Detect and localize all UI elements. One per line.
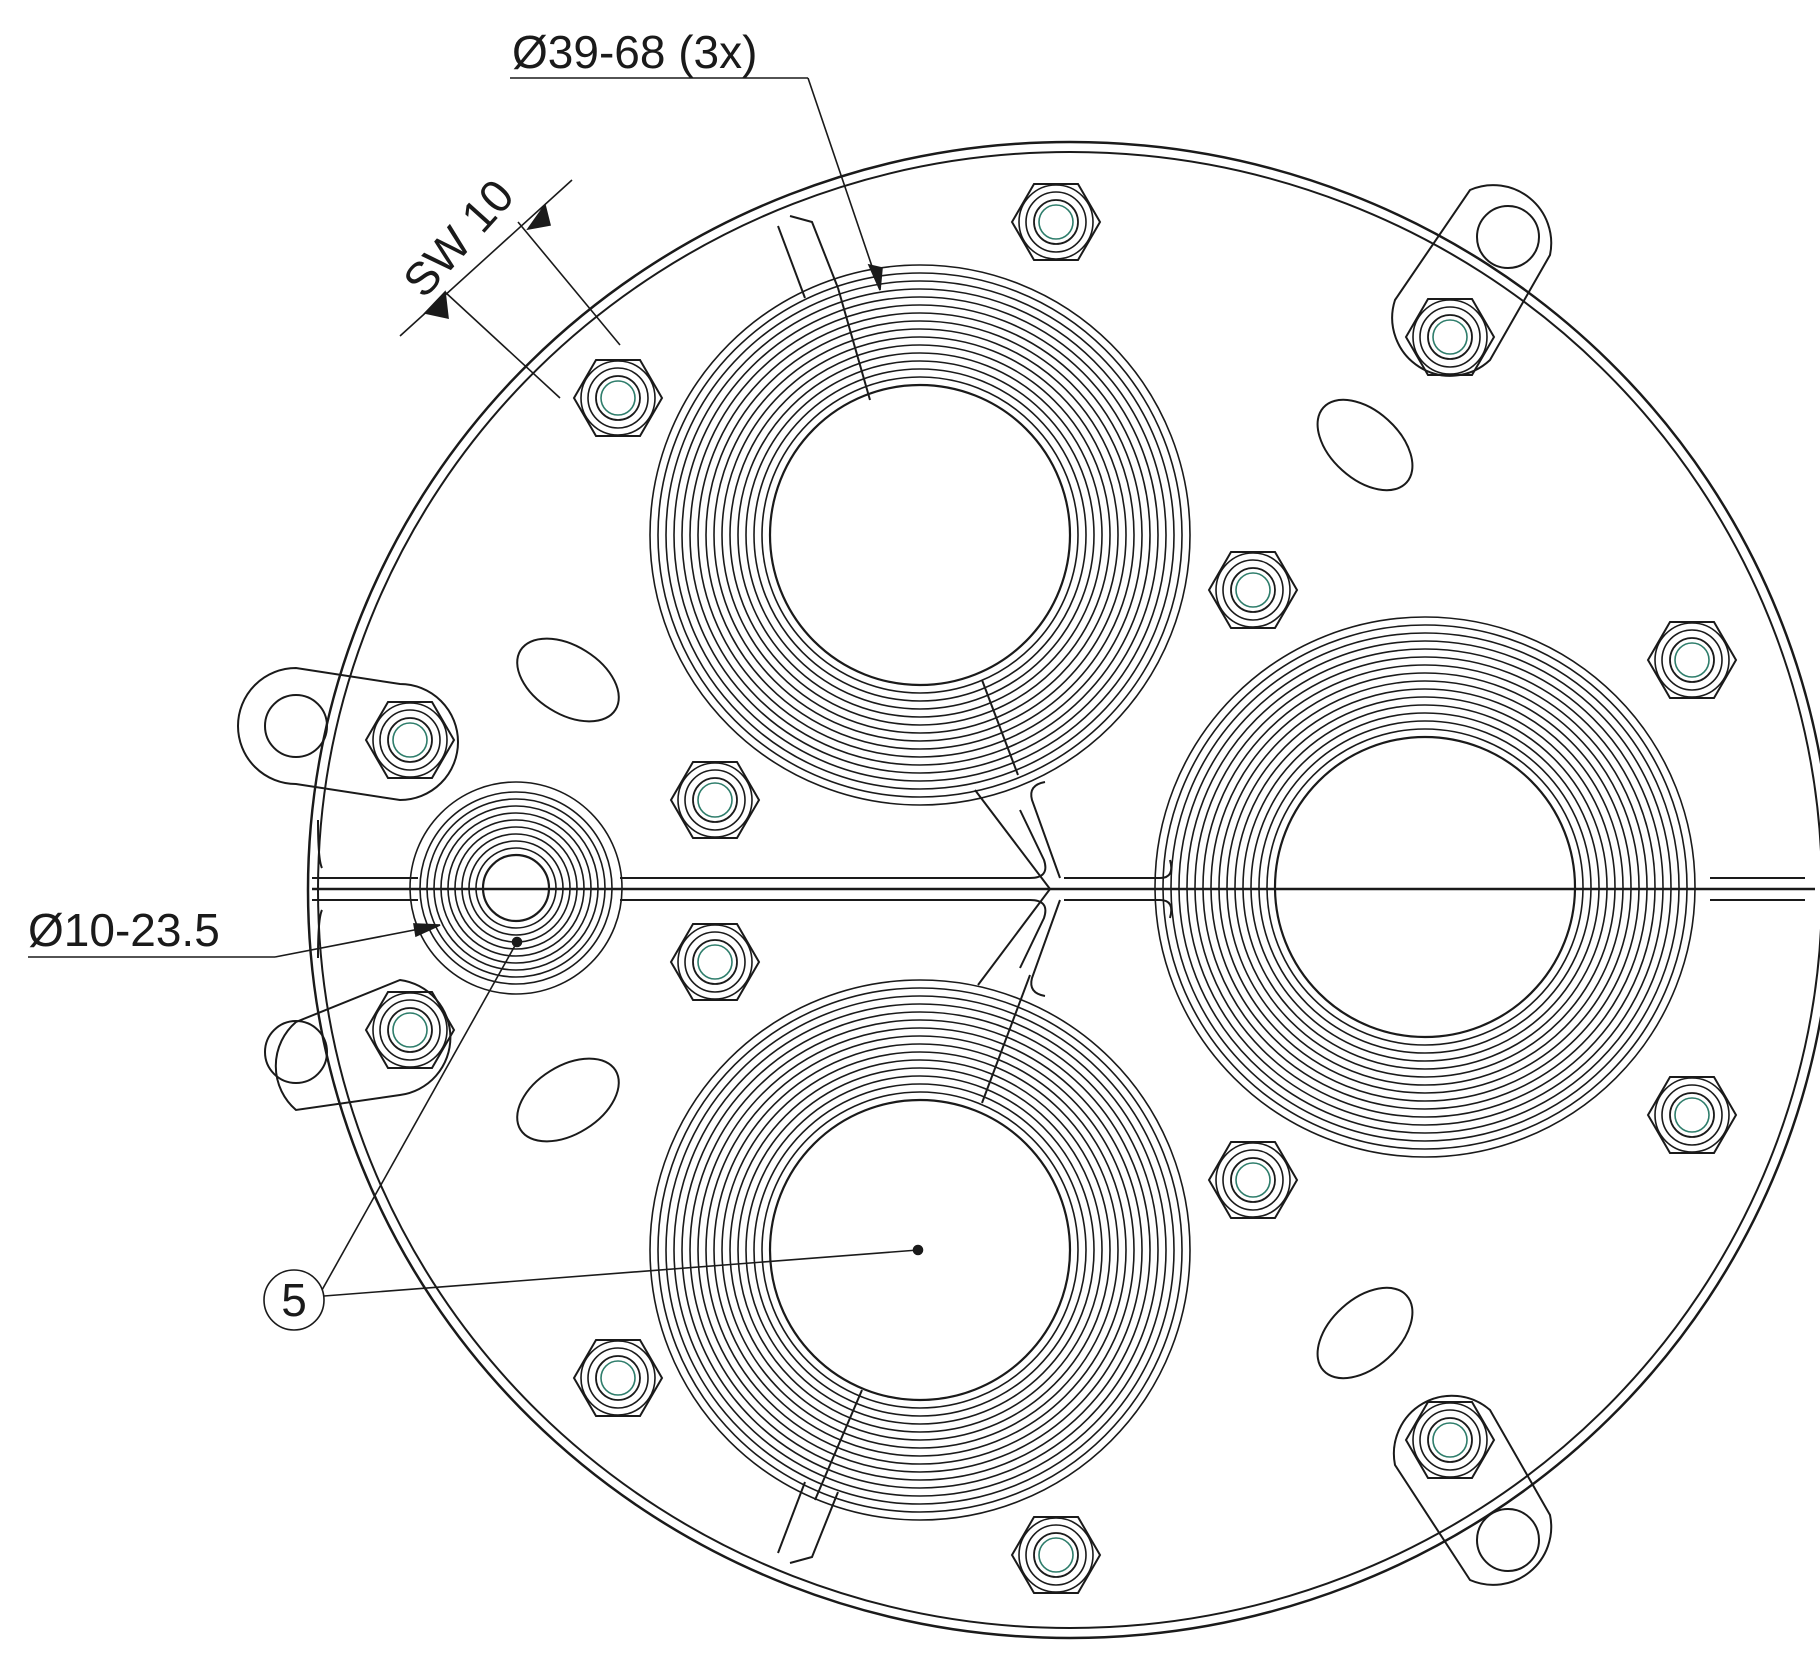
hex-nut [1208, 551, 1298, 629]
mounting-lugs [237, 184, 1553, 1586]
seal-insert-right [1154, 616, 1696, 1158]
wrench-size-label: SW 10 [393, 169, 524, 306]
seal-insert-bottom [649, 974, 1191, 1521]
hex-nut [670, 923, 760, 1001]
hex-nut [670, 761, 760, 839]
hex-nut [573, 1339, 663, 1417]
dimension-small-seal-leader [28, 923, 441, 958]
hex-nut [573, 359, 663, 437]
dimension-sw10 [399, 179, 621, 399]
hex-nut [1405, 298, 1495, 376]
hex-nut [365, 701, 455, 779]
hex-nut [1011, 1516, 1101, 1594]
seal-insert-small [409, 781, 623, 995]
seal-insert-top [649, 264, 1191, 806]
dimension-large-seal-leader [510, 77, 883, 291]
item-callout-5 [263, 936, 924, 1331]
oval-openings [516, 398, 1414, 1380]
hex-nut [1208, 1141, 1298, 1219]
hex-nut [1647, 1076, 1737, 1154]
item-number-label: 5 [281, 1274, 307, 1326]
hex-nut [1647, 621, 1737, 699]
small-seal-range-label: Ø10-23.5 [28, 904, 220, 956]
large-seal-range-label: Ø39-68 (3x) [512, 26, 757, 78]
hex-nut [1011, 183, 1101, 261]
hex-nut [365, 991, 455, 1069]
hex-nut [1405, 1401, 1495, 1479]
